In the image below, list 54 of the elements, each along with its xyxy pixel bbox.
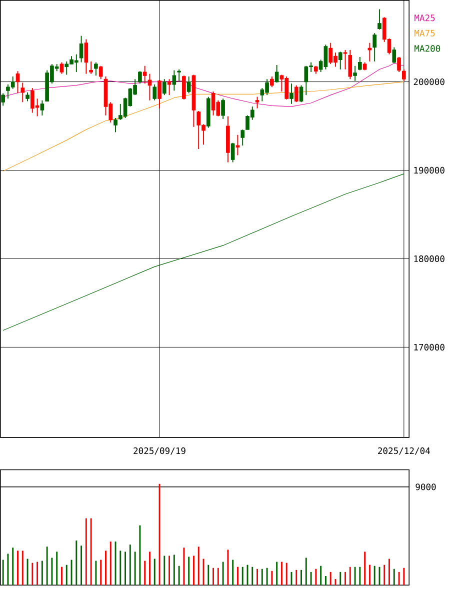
candlestick (177, 68, 182, 82)
candlestick (358, 56, 362, 71)
candlestick (338, 51, 342, 70)
candlestick (79, 35, 84, 63)
candlestick (294, 84, 298, 103)
x-tick-label: 2025/09/19 (134, 447, 186, 455)
candlestick (172, 70, 176, 92)
candlestick (186, 76, 191, 94)
candlestick (240, 129, 245, 146)
candlestick (230, 142, 235, 163)
y-tick-label: 170000 (414, 344, 444, 351)
candlestick (138, 70, 142, 84)
line-series (2, 174, 404, 331)
candlestick (142, 65, 147, 84)
candlestick (397, 56, 401, 73)
candlestick (98, 65, 103, 80)
candlestick (236, 134, 240, 156)
candlestick (402, 68, 406, 82)
candlestick (40, 100, 44, 116)
text: MA25 (414, 14, 435, 22)
candlestick (89, 60, 94, 74)
text: MA200 (414, 45, 440, 52)
candlestick (221, 98, 225, 120)
candlestick (94, 62, 98, 76)
y-tick-label: 190000 (414, 166, 444, 174)
candlestick (368, 42, 372, 62)
y-tick-label: 180000 (414, 255, 444, 262)
candlestick (158, 80, 162, 109)
candlestick (162, 78, 166, 96)
candlestick (348, 49, 352, 80)
text: 9000 (416, 484, 436, 490)
candlestick (372, 32, 377, 62)
candlestick (343, 49, 348, 70)
candlestick (182, 75, 186, 100)
candlestick (16, 70, 20, 94)
candlestick (378, 8, 382, 30)
candlestick (270, 76, 274, 88)
candlestick (255, 96, 260, 109)
text: MA75 (414, 30, 435, 36)
candlestick (299, 84, 304, 103)
candlestick (353, 65, 357, 82)
candlestick (60, 62, 64, 74)
candlestick (152, 84, 157, 101)
candlestick (20, 82, 25, 103)
x-tick-label: 2025/12/04 (378, 447, 430, 455)
candlestick (114, 118, 118, 133)
candlestick (1, 92, 6, 106)
candlestick (290, 83, 294, 104)
candlestick (392, 46, 396, 64)
candlestick (167, 78, 172, 96)
candlestick (274, 64, 279, 84)
y-tick-label: 200000 (414, 78, 444, 86)
candlestick (148, 73, 152, 101)
candlestick (84, 38, 88, 74)
